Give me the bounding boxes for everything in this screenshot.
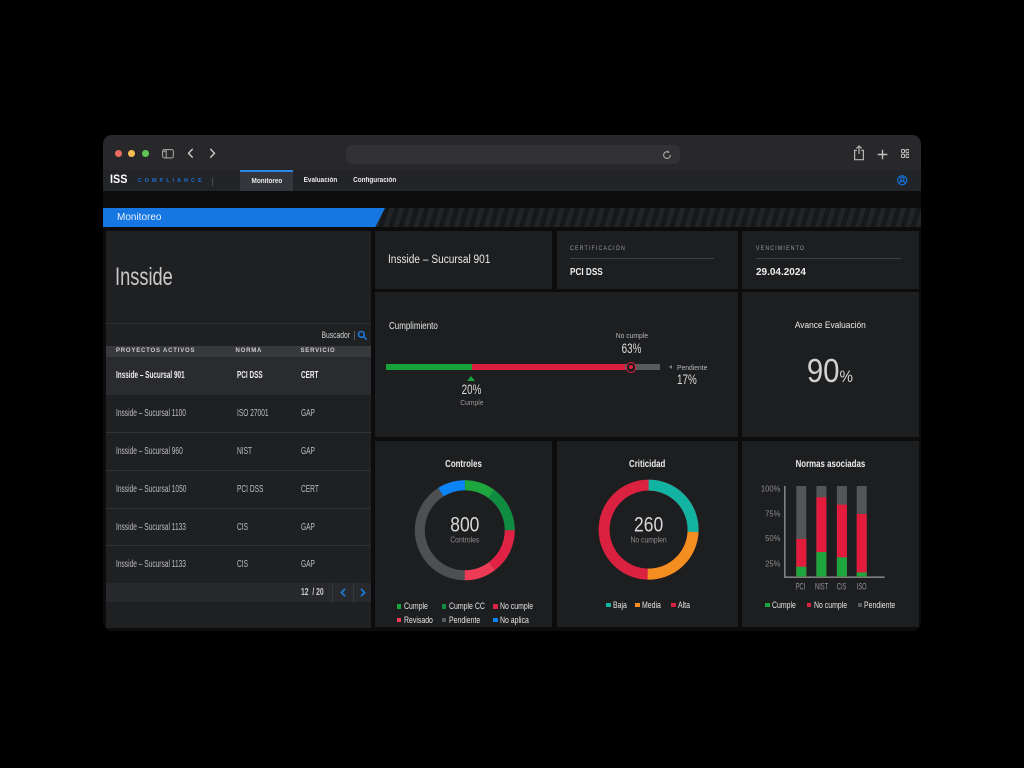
- svg-text:260: 260: [634, 513, 663, 537]
- svg-text:75%: 75%: [765, 509, 780, 518]
- svg-text:800: 800: [450, 513, 479, 537]
- svg-text:ISO: ISO: [857, 582, 867, 593]
- svg-text:PCI: PCI: [796, 582, 806, 593]
- svg-text:100%: 100%: [761, 485, 781, 494]
- svg-text:NIST: NIST: [815, 582, 828, 593]
- svg-text:CIS: CIS: [837, 582, 847, 593]
- svg-text:25%: 25%: [765, 560, 780, 569]
- svg-text:No cumplen: No cumplen: [630, 535, 666, 545]
- svg-text:Controles: Controles: [450, 535, 479, 545]
- svg-text:50%: 50%: [765, 534, 780, 543]
